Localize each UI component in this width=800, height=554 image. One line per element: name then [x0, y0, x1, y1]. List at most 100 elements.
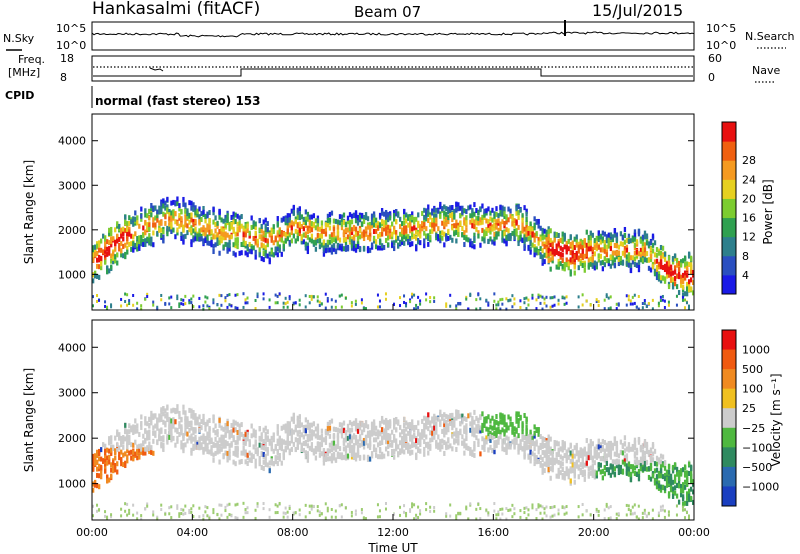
- power-cell: [266, 242, 269, 248]
- power-cell: [308, 220, 312, 226]
- power-cell: [354, 218, 358, 224]
- velocity-cell: [561, 447, 564, 453]
- velocity-cell: [411, 440, 414, 446]
- power-cell: [405, 212, 408, 218]
- power-cell: [140, 216, 143, 222]
- power-cell: [467, 205, 470, 211]
- power-cell: [274, 293, 277, 297]
- power-cell: [186, 214, 189, 220]
- velocity-cell: [102, 442, 105, 448]
- power-cell: [675, 294, 678, 298]
- power-cell: [473, 236, 476, 242]
- power-cell: [300, 224, 303, 230]
- power-cell: [653, 252, 657, 258]
- power-cell: [142, 225, 145, 231]
- velocity-cell: [374, 452, 378, 458]
- power-cell: [427, 241, 430, 247]
- power-cell: [493, 222, 496, 228]
- power-cell: [407, 238, 410, 244]
- power-cell: [551, 249, 554, 255]
- nsky-axis-bottom: 10^0: [56, 39, 86, 52]
- velocity-cell: [332, 455, 336, 461]
- power-cell: [364, 226, 368, 232]
- velocity-cell: [493, 444, 496, 450]
- power-cell: [505, 219, 508, 225]
- power-cell: [557, 298, 560, 302]
- power-cell: [94, 244, 97, 250]
- velocity-cell: [423, 432, 426, 438]
- velocity-cell: [445, 443, 448, 449]
- power-cell: [421, 226, 424, 232]
- velocity-cell: [112, 468, 115, 474]
- power-cell: [671, 256, 675, 262]
- power-cell: [178, 213, 181, 219]
- velocity-cell: [513, 440, 516, 446]
- power-cell: [148, 222, 151, 228]
- power-cell: [372, 222, 376, 228]
- power-cell: [609, 232, 613, 238]
- velocity-cell: [200, 419, 203, 425]
- velocity-cell: [278, 437, 281, 443]
- velocity-cell: [403, 428, 406, 434]
- power-cell: [370, 213, 374, 219]
- power-cell: [332, 232, 336, 238]
- power-cell: [679, 282, 683, 288]
- power-cell: [537, 250, 540, 256]
- power-cell: [300, 214, 303, 220]
- velocity-cell: [244, 508, 247, 512]
- velocity-cell: [453, 439, 456, 445]
- power-cell: [563, 266, 566, 272]
- power-cell: [561, 234, 564, 240]
- power-cell: [340, 305, 343, 309]
- velocity-cell: [443, 427, 446, 433]
- power-cell: [597, 244, 600, 250]
- velocity-cell: [575, 451, 578, 457]
- velocity-cell: [419, 432, 422, 438]
- velocity-cell: [459, 512, 462, 516]
- velocity-cell: [561, 505, 564, 509]
- velocity-cell: [300, 422, 303, 428]
- velocity-cell: [132, 513, 135, 517]
- velocity-cell: [96, 472, 99, 478]
- velocity-cell: [260, 465, 263, 471]
- velocity-cell: [216, 429, 219, 435]
- velocity-cell: [228, 443, 231, 449]
- power-cell: [659, 259, 663, 265]
- power-cell: [320, 228, 324, 234]
- velocity-cell: [126, 458, 129, 464]
- velocity-cell: [202, 439, 205, 445]
- velocity-cell: [537, 459, 540, 465]
- velocity-cell: [96, 483, 99, 489]
- velocity-cell: [318, 452, 322, 458]
- velocity-cell: [132, 456, 135, 462]
- velocity-cell: [376, 503, 379, 507]
- power-cell: [128, 302, 131, 306]
- velocity-cell: [198, 414, 201, 420]
- velocity-cell: [246, 506, 249, 510]
- power-cell: [124, 299, 127, 303]
- power-cell: [497, 218, 500, 224]
- power-cell: [260, 228, 263, 234]
- velocity-cell: [467, 517, 470, 521]
- velocity-cell: [112, 460, 115, 466]
- power-cell: [675, 303, 678, 307]
- power-cell: [447, 215, 450, 221]
- velocity-cell: [290, 429, 293, 435]
- power-cell: [567, 265, 570, 271]
- velocity-cell: [190, 436, 193, 442]
- power-cell: [356, 244, 360, 250]
- velocity-cell: [312, 421, 316, 427]
- velocity-cell: [126, 435, 129, 441]
- velocity-cell: [493, 449, 496, 455]
- power-cell: [162, 211, 165, 217]
- power-cell: [417, 212, 420, 218]
- power-cell: [276, 232, 279, 238]
- velocity-cell: [332, 440, 336, 446]
- power-cell: [290, 220, 293, 226]
- power-cell: [565, 246, 568, 252]
- velocity-cell: [136, 511, 139, 515]
- velocity-cell: [212, 427, 215, 433]
- velocity-cell: [310, 435, 314, 441]
- velocity-cell: [352, 433, 356, 439]
- velocity-cell: [557, 508, 560, 512]
